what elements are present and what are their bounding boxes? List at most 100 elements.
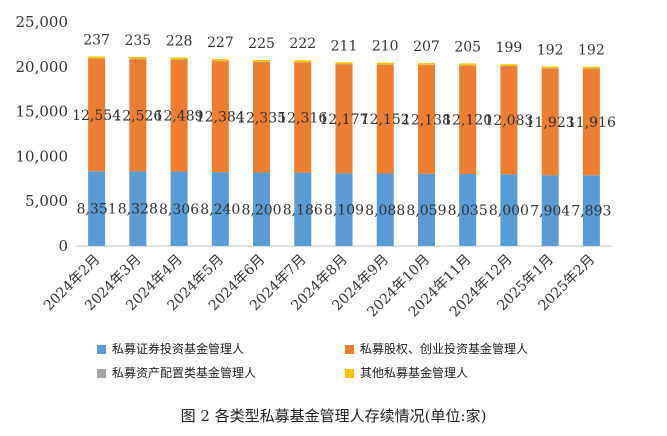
data-label: 8,000	[489, 203, 529, 219]
bar-segment	[417, 65, 435, 174]
data-label: 210	[372, 39, 399, 55]
bar-segment	[582, 68, 600, 176]
bar-segment	[170, 59, 188, 61]
y-tick-label: 10,000	[16, 147, 69, 165]
data-label: 12,316	[278, 110, 327, 126]
data-label: 8,351	[77, 202, 117, 218]
bar-segment	[541, 66, 559, 69]
bar-segment	[211, 61, 229, 62]
bar-segment	[253, 59, 271, 62]
legend-swatch	[345, 369, 354, 378]
data-label: 227	[207, 35, 234, 51]
data-label: 8,035	[448, 203, 488, 219]
data-label: 12,489	[155, 109, 204, 125]
legend-item: 私募股权、创业投资基金管理人	[345, 340, 528, 357]
bar-segment	[459, 65, 477, 66]
bar-segment	[129, 56, 147, 60]
data-label: 12,335	[237, 110, 286, 126]
data-label: 12,526	[113, 108, 162, 124]
bar-segment	[335, 64, 353, 65]
bar-segment	[541, 68, 559, 176]
y-tick-label: 20,000	[16, 58, 69, 76]
bar-segment	[294, 60, 312, 63]
data-label: 7,904	[530, 204, 570, 220]
bar-segment	[253, 61, 271, 63]
data-label: 12,083	[484, 113, 533, 129]
data-label: 7,893	[571, 204, 611, 220]
bar-segment	[253, 172, 271, 246]
legend-swatch	[345, 345, 354, 354]
data-label: 12,120	[443, 113, 492, 129]
legend-label: 私募资产配置类基金管理人	[112, 366, 257, 380]
legend-label: 私募证券投资基金管理人	[112, 342, 245, 356]
bar-segment	[88, 171, 106, 246]
data-label: 8,059	[406, 203, 446, 219]
data-label: 8,306	[159, 202, 199, 218]
bar-segment	[500, 66, 518, 175]
data-label: 12,554	[72, 108, 121, 124]
bar-segment	[335, 173, 353, 246]
bar-segment	[376, 173, 394, 246]
data-label: 12,384	[196, 110, 245, 126]
bar-segment	[500, 64, 518, 66]
bar-segment	[294, 62, 312, 63]
data-label: 228	[166, 34, 193, 50]
data-label: 225	[248, 36, 275, 52]
bar-segment	[582, 66, 600, 69]
data-label: 192	[578, 43, 605, 59]
legend-label: 私募股权、创业投资基金管理人	[360, 342, 529, 356]
bar-segment	[459, 174, 477, 246]
data-label: 222	[289, 36, 316, 52]
data-label: 8,109	[324, 203, 364, 219]
data-label: 8,328	[118, 202, 158, 218]
bar-segment	[376, 64, 394, 66]
legend-item: 私募证券投资基金管理人	[97, 340, 244, 357]
bar-segment	[129, 59, 147, 60]
data-label: 11,916	[567, 115, 616, 131]
data-label: 12,177	[320, 112, 369, 128]
bar-segment	[417, 173, 435, 246]
figure-caption: 图 2 各类型私募基金管理人存续情况(单位:家)	[180, 407, 487, 425]
legend-swatch	[97, 345, 106, 354]
bar-segment	[376, 62, 394, 65]
bar-segment	[170, 57, 188, 60]
bar-segment	[129, 171, 147, 246]
bar-segment	[88, 58, 106, 172]
bar-segment	[459, 63, 477, 66]
bar-segment	[129, 59, 147, 172]
y-tick-label: 15,000	[16, 103, 69, 121]
bar-segment	[335, 62, 353, 65]
data-label: 235	[124, 33, 151, 49]
data-label: 12,152	[361, 112, 410, 128]
data-label: 8,200	[241, 202, 281, 218]
bar-segment	[294, 62, 312, 173]
bar-segment	[335, 64, 353, 174]
bar-segment	[294, 172, 312, 246]
bar-segment	[88, 56, 106, 59]
bar-segment	[459, 65, 477, 175]
y-tick-label: 5,000	[25, 192, 68, 210]
bar-segment	[582, 175, 600, 246]
stacked-bar-chart: 0 5,000 10,000 15,000 20,000 25,000 8,351 12,55…	[16, 13, 616, 320]
data-label: 12,138	[402, 112, 451, 128]
bar-segment	[541, 68, 559, 69]
bar-segment	[211, 59, 229, 62]
bar-segment	[88, 58, 106, 60]
y-tick-label: 25,000	[16, 13, 69, 31]
bar-segment	[582, 68, 600, 69]
bar-segment	[417, 63, 435, 65]
data-label: 207	[413, 39, 440, 55]
legend-item: 私募资产配置类基金管理人	[97, 364, 256, 381]
bar-segment	[500, 65, 518, 67]
bar-segment	[211, 61, 229, 173]
data-label: 237	[83, 32, 110, 48]
legend-swatch	[97, 369, 106, 378]
data-label: 205	[454, 39, 481, 55]
data-label: 211	[331, 38, 358, 54]
data-label: 199	[496, 40, 523, 56]
bar-segment	[376, 64, 394, 174]
data-label: 192	[537, 43, 564, 59]
data-label: 8,240	[200, 202, 240, 218]
bar-segment	[500, 174, 518, 246]
bar-segment	[417, 64, 435, 66]
